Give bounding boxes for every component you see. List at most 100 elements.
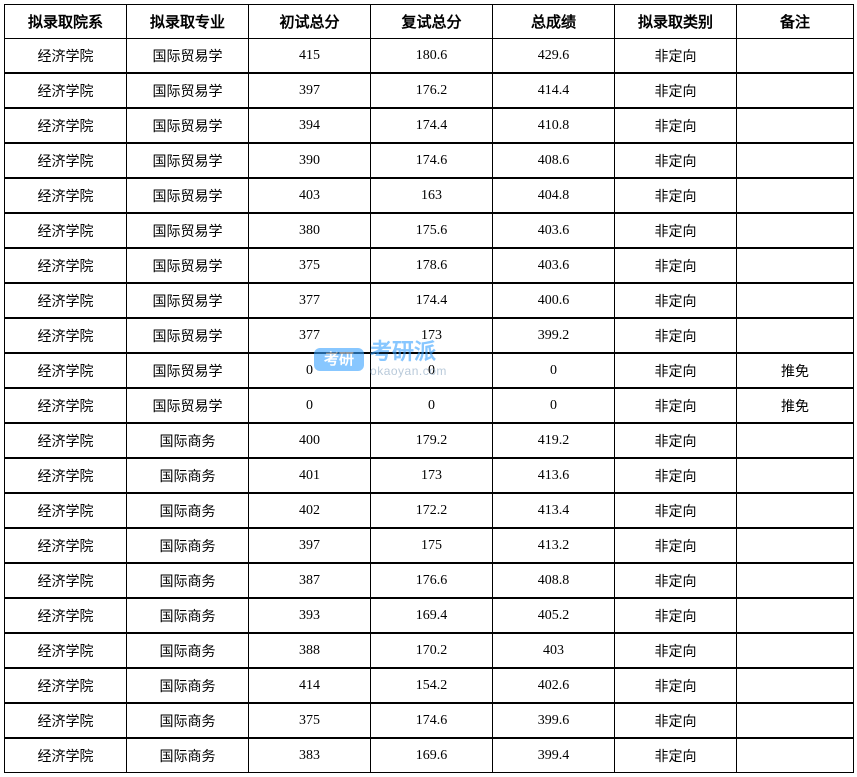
table-cell: 397 bbox=[249, 74, 371, 108]
table-row: 经济学院国际贸易学375178.6403.6非定向 bbox=[5, 249, 854, 283]
table-row: 经济学院国际贸易学397176.2414.4非定向 bbox=[5, 74, 854, 108]
table-cell: 经济学院 bbox=[5, 529, 127, 563]
header-row: 拟录取院系 拟录取专业 初试总分 复试总分 总成绩 拟录取类别 备注 bbox=[5, 5, 854, 39]
table-cell: 399.2 bbox=[493, 319, 615, 353]
table-cell: 国际商务 bbox=[127, 494, 249, 528]
table-cell: 0 bbox=[493, 389, 615, 423]
table-cell: 408.8 bbox=[493, 564, 615, 598]
table-cell: 经济学院 bbox=[5, 424, 127, 458]
table-cell bbox=[737, 319, 854, 353]
table-cell: 175.6 bbox=[371, 214, 493, 248]
table-cell: 国际贸易学 bbox=[127, 74, 249, 108]
table-cell: 169.4 bbox=[371, 599, 493, 633]
table-cell: 174.4 bbox=[371, 284, 493, 318]
table-cell: 经济学院 bbox=[5, 249, 127, 283]
table-cell: 176.6 bbox=[371, 564, 493, 598]
table-cell bbox=[737, 494, 854, 528]
table-cell: 375 bbox=[249, 704, 371, 738]
table-cell: 非定向 bbox=[615, 109, 737, 143]
table-cell: 390 bbox=[249, 144, 371, 178]
table-cell bbox=[737, 739, 854, 773]
table-cell: 经济学院 bbox=[5, 214, 127, 248]
col-header-total-score: 总成绩 bbox=[493, 5, 615, 39]
table-cell: 经济学院 bbox=[5, 634, 127, 668]
table-cell: 非定向 bbox=[615, 669, 737, 703]
table-cell: 经济学院 bbox=[5, 74, 127, 108]
table-cell bbox=[737, 74, 854, 108]
table-row: 经济学院国际贸易学394174.4410.8非定向 bbox=[5, 109, 854, 143]
table-cell: 经济学院 bbox=[5, 144, 127, 178]
table-cell: 388 bbox=[249, 634, 371, 668]
table-cell: 405.2 bbox=[493, 599, 615, 633]
col-header-category: 拟录取类别 bbox=[615, 5, 737, 39]
table-cell: 推免 bbox=[737, 354, 854, 388]
table-cell: 170.2 bbox=[371, 634, 493, 668]
table-cell: 0 bbox=[249, 354, 371, 388]
table-row: 经济学院国际商务393169.4405.2非定向 bbox=[5, 599, 854, 633]
col-header-retest-score: 复试总分 bbox=[371, 5, 493, 39]
table-cell: 国际贸易学 bbox=[127, 389, 249, 423]
table-cell: 国际商务 bbox=[127, 634, 249, 668]
table-cell: 383 bbox=[249, 739, 371, 773]
table-cell: 非定向 bbox=[615, 704, 737, 738]
table-cell: 经济学院 bbox=[5, 39, 127, 73]
table-cell bbox=[737, 109, 854, 143]
table-cell: 173 bbox=[371, 459, 493, 493]
table-cell: 非定向 bbox=[615, 459, 737, 493]
table-cell: 419.2 bbox=[493, 424, 615, 458]
table-cell bbox=[737, 529, 854, 563]
table-cell: 非定向 bbox=[615, 74, 737, 108]
table-cell: 国际商务 bbox=[127, 669, 249, 703]
table-cell: 经济学院 bbox=[5, 669, 127, 703]
table-cell: 非定向 bbox=[615, 389, 737, 423]
table-row: 经济学院国际商务400179.2419.2非定向 bbox=[5, 424, 854, 458]
table-row: 经济学院国际贸易学415180.6429.6非定向 bbox=[5, 39, 854, 73]
table-cell: 179.2 bbox=[371, 424, 493, 458]
table-cell: 非定向 bbox=[615, 739, 737, 773]
table-cell: 429.6 bbox=[493, 39, 615, 73]
table-cell: 经济学院 bbox=[5, 494, 127, 528]
table-cell: 国际贸易学 bbox=[127, 354, 249, 388]
table-cell: 375 bbox=[249, 249, 371, 283]
table-cell: 414 bbox=[249, 669, 371, 703]
table-cell bbox=[737, 249, 854, 283]
table-cell: 377 bbox=[249, 319, 371, 353]
table-cell: 175 bbox=[371, 529, 493, 563]
table-body: 经济学院国际贸易学415180.6429.6非定向经济学院国际贸易学397176… bbox=[5, 39, 854, 773]
table-cell bbox=[737, 284, 854, 318]
table-cell bbox=[737, 599, 854, 633]
table-row: 经济学院国际商务387176.6408.8非定向 bbox=[5, 564, 854, 598]
table-cell: 非定向 bbox=[615, 529, 737, 563]
table-cell bbox=[737, 704, 854, 738]
table-cell: 国际商务 bbox=[127, 704, 249, 738]
table-cell: 非定向 bbox=[615, 179, 737, 213]
table-cell: 国际贸易学 bbox=[127, 144, 249, 178]
table-cell: 403.6 bbox=[493, 249, 615, 283]
table-cell bbox=[737, 214, 854, 248]
table-row: 经济学院国际商务388170.2403非定向 bbox=[5, 634, 854, 668]
table-row: 经济学院国际商务383169.6399.4非定向 bbox=[5, 739, 854, 773]
table-cell: 0 bbox=[249, 389, 371, 423]
table-cell: 经济学院 bbox=[5, 599, 127, 633]
table-cell: 413.4 bbox=[493, 494, 615, 528]
table-cell: 173 bbox=[371, 319, 493, 353]
col-header-prelim-score: 初试总分 bbox=[249, 5, 371, 39]
table-cell: 403 bbox=[249, 179, 371, 213]
table-cell: 413.2 bbox=[493, 529, 615, 563]
table-cell bbox=[737, 564, 854, 598]
table-cell: 176.2 bbox=[371, 74, 493, 108]
table-header: 拟录取院系 拟录取专业 初试总分 复试总分 总成绩 拟录取类别 备注 bbox=[5, 5, 854, 39]
table-cell: 非定向 bbox=[615, 284, 737, 318]
table-cell: 178.6 bbox=[371, 249, 493, 283]
table-cell: 408.6 bbox=[493, 144, 615, 178]
table-cell: 154.2 bbox=[371, 669, 493, 703]
table-cell: 经济学院 bbox=[5, 354, 127, 388]
table-row: 经济学院国际贸易学000非定向推免 bbox=[5, 354, 854, 388]
table-cell: 174.6 bbox=[371, 704, 493, 738]
table-cell: 非定向 bbox=[615, 319, 737, 353]
table-cell: 415 bbox=[249, 39, 371, 73]
table-cell: 国际贸易学 bbox=[127, 214, 249, 248]
table-row: 经济学院国际贸易学377173399.2非定向 bbox=[5, 319, 854, 353]
table-cell: 非定向 bbox=[615, 214, 737, 248]
table-cell bbox=[737, 424, 854, 458]
